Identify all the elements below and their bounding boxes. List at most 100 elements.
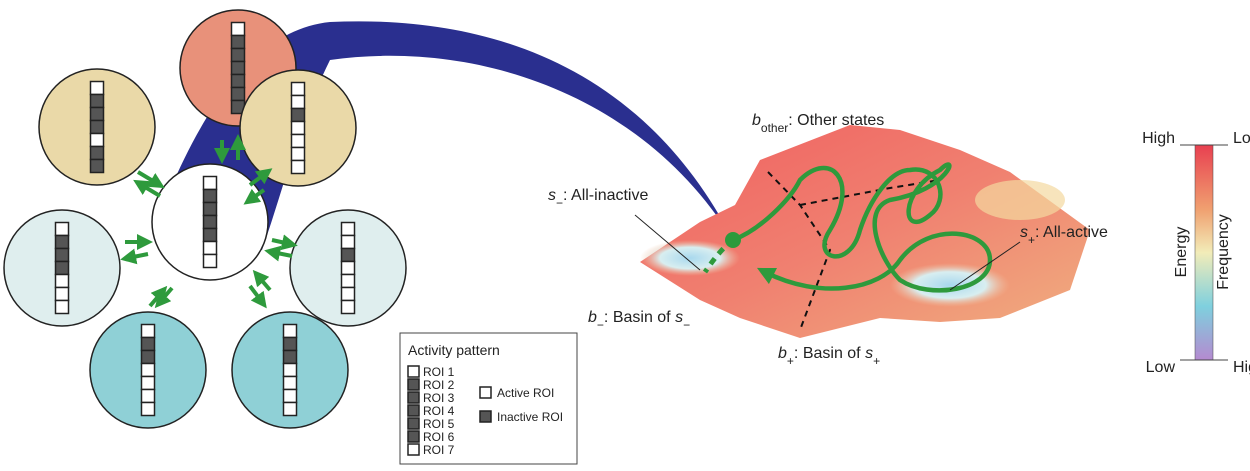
state-circles bbox=[4, 10, 406, 428]
label-basin-minus: b−: Basin of s− bbox=[588, 309, 690, 332]
roi-cell bbox=[408, 418, 419, 429]
label-part: + bbox=[787, 354, 794, 368]
label-part: + bbox=[1028, 233, 1035, 247]
roi-cell bbox=[284, 325, 297, 338]
roi-cell bbox=[408, 431, 419, 442]
roi-cell bbox=[142, 364, 155, 377]
roi-cell bbox=[232, 75, 245, 88]
roi-cell bbox=[91, 160, 104, 173]
roi-cell bbox=[284, 390, 297, 403]
roi-cell bbox=[342, 249, 355, 262]
roi-label: ROI 6 bbox=[423, 430, 455, 444]
roi-cell bbox=[342, 223, 355, 236]
roi-cell bbox=[284, 338, 297, 351]
roi-cell bbox=[56, 249, 69, 262]
roi-cell bbox=[56, 288, 69, 301]
roi-cell bbox=[56, 236, 69, 249]
roi-cell bbox=[91, 82, 104, 95]
roi-label: ROI 3 bbox=[423, 391, 455, 405]
roi-cell bbox=[91, 108, 104, 121]
roi-cell bbox=[232, 88, 245, 101]
roi-label: ROI 5 bbox=[423, 417, 455, 431]
roi-cell bbox=[142, 390, 155, 403]
roi-cell bbox=[232, 23, 245, 36]
roi-cell bbox=[408, 366, 419, 377]
label-part: : All-active bbox=[1035, 224, 1108, 241]
label-part: s bbox=[548, 187, 556, 204]
roi-cell bbox=[204, 216, 217, 229]
roi-cell bbox=[284, 377, 297, 390]
roi-cell bbox=[142, 351, 155, 364]
label-part: b bbox=[588, 309, 597, 326]
roi-cell bbox=[232, 49, 245, 62]
label-part: − bbox=[597, 318, 604, 332]
figure: bother: Other statess−: All-inactives+: … bbox=[0, 0, 1250, 466]
roi-cell bbox=[292, 135, 305, 148]
roi-cell bbox=[56, 262, 69, 275]
roi-cell bbox=[204, 190, 217, 203]
label-part: : Other states bbox=[788, 112, 884, 129]
label-part: s bbox=[865, 345, 873, 362]
roi-cell bbox=[408, 444, 419, 455]
label-part: b bbox=[778, 345, 787, 362]
roi-cell bbox=[292, 109, 305, 122]
roi-cell bbox=[408, 405, 419, 416]
roi-cell bbox=[292, 122, 305, 135]
roi-cell bbox=[292, 96, 305, 109]
roi-label: ROI 4 bbox=[423, 404, 455, 418]
label-part: other bbox=[761, 121, 788, 135]
legend-title: Activity pattern bbox=[408, 342, 500, 358]
roi-cell bbox=[204, 242, 217, 255]
colorbar: High Low Low High Energy Frequency bbox=[1142, 130, 1250, 376]
roi-cell bbox=[342, 236, 355, 249]
roi-cell bbox=[342, 301, 355, 314]
label-part: s bbox=[675, 309, 683, 326]
roi-cell bbox=[91, 134, 104, 147]
legend-inactive: Inactive ROI bbox=[497, 410, 563, 424]
roi-cell bbox=[232, 62, 245, 75]
energy-low: Low bbox=[1146, 359, 1176, 376]
frequency-high: High bbox=[1233, 359, 1250, 376]
label-part: s bbox=[1020, 224, 1028, 241]
legend: Activity pattern Active ROI Inactive ROI… bbox=[400, 333, 577, 464]
roi-label: ROI 2 bbox=[423, 378, 455, 392]
roi-cell bbox=[342, 275, 355, 288]
roi-cell bbox=[342, 288, 355, 301]
frequency-low: Low bbox=[1233, 130, 1250, 147]
roi-cell bbox=[292, 83, 305, 96]
roi-cell bbox=[56, 223, 69, 236]
roi-cell bbox=[91, 147, 104, 160]
roi-cell bbox=[204, 255, 217, 268]
roi-cell bbox=[232, 36, 245, 49]
roi-cell bbox=[284, 403, 297, 416]
roi-cell bbox=[56, 275, 69, 288]
roi-cell bbox=[408, 392, 419, 403]
label-part: : Basin of bbox=[794, 345, 865, 362]
roi-cell bbox=[142, 338, 155, 351]
roi-cell bbox=[142, 325, 155, 338]
roi-cell bbox=[292, 161, 305, 174]
frequency-label: Frequency bbox=[1215, 214, 1232, 290]
roi-cell bbox=[408, 379, 419, 390]
label-part: − bbox=[556, 196, 563, 210]
roi-cell bbox=[204, 177, 217, 190]
roi-label: ROI 1 bbox=[423, 365, 455, 379]
roi-cell bbox=[204, 203, 217, 216]
energy-high: High bbox=[1142, 130, 1175, 147]
roi-cell bbox=[284, 364, 297, 377]
label-part: b bbox=[752, 112, 761, 129]
roi-cell bbox=[142, 377, 155, 390]
label-part: : Basin of bbox=[604, 309, 675, 326]
roi-cell bbox=[342, 262, 355, 275]
roi-cell bbox=[284, 351, 297, 364]
label-basin-plus: b+: Basin of s+ bbox=[778, 345, 880, 368]
label-part: + bbox=[873, 354, 880, 368]
roi-cell bbox=[91, 121, 104, 134]
roi-cell bbox=[91, 95, 104, 108]
label-part: − bbox=[683, 318, 690, 332]
roi-cell bbox=[292, 148, 305, 161]
label-part: : All-inactive bbox=[563, 187, 648, 204]
roi-cell bbox=[204, 229, 217, 242]
roi-label: ROI 7 bbox=[423, 443, 455, 457]
energy-label: Energy bbox=[1173, 227, 1190, 278]
